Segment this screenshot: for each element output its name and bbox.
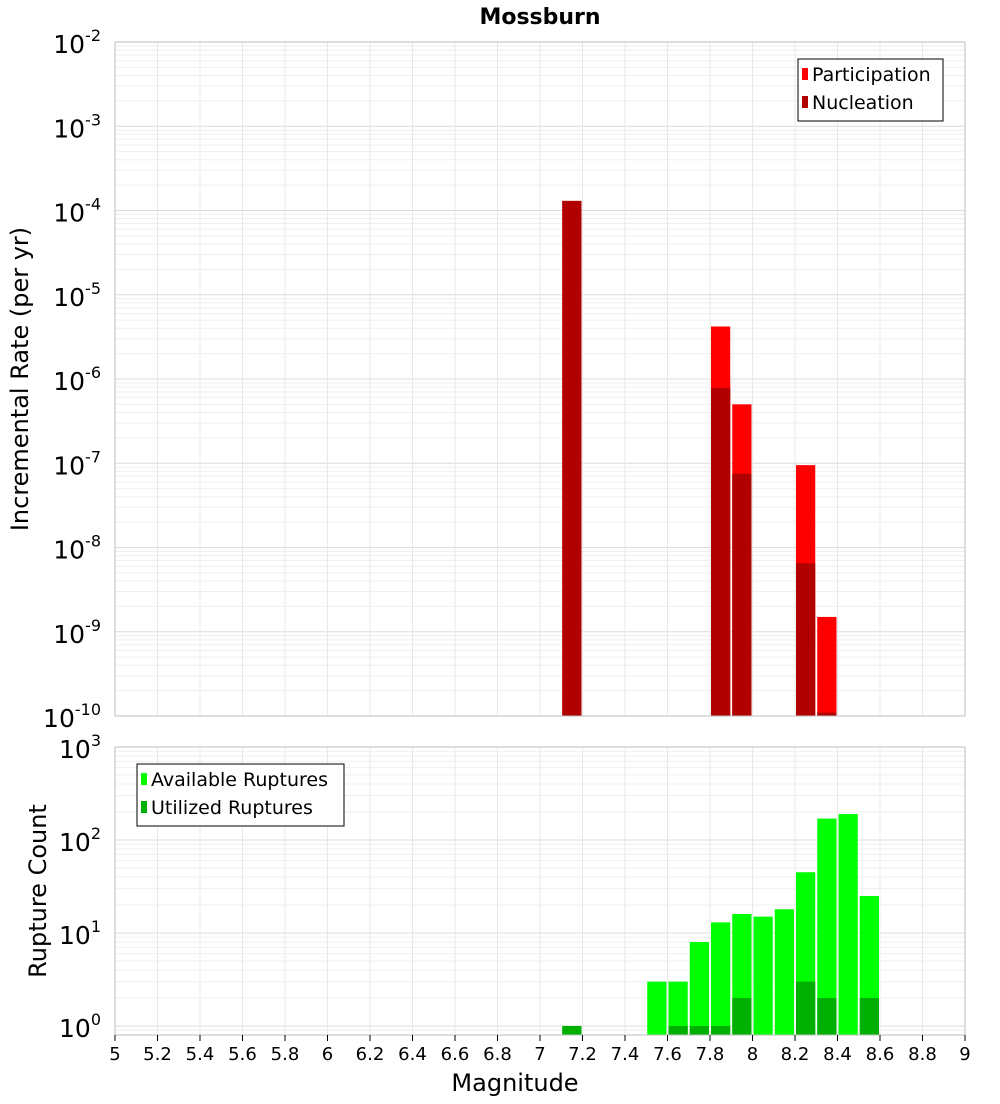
x-tick-label: 9: [959, 1044, 970, 1065]
x-tick-label: 8.8: [908, 1044, 937, 1065]
x-tick-label: 5.2: [143, 1044, 172, 1065]
legend-label: Utilized Ruptures: [151, 797, 313, 819]
chart-title: Mossburn: [479, 5, 600, 30]
x-tick-label: 5.6: [228, 1044, 257, 1065]
bar-utilized-ruptures: [817, 997, 837, 1035]
bar-participation: [817, 616, 837, 716]
bar-available-ruptures: [647, 981, 667, 1035]
bar-nucleation: [817, 712, 837, 716]
x-tick-label: 5: [109, 1044, 120, 1065]
bar-nucleation: [732, 473, 752, 716]
legend-swatch: [141, 801, 147, 813]
x-tick-label: 6.4: [398, 1044, 427, 1065]
x-tick-label: 5.4: [186, 1044, 215, 1065]
y-tick-label: 10-5: [53, 279, 101, 312]
x-tick-label: 8: [747, 1044, 758, 1065]
x-tick-label: 6: [322, 1044, 333, 1065]
y-tick-label: 10-2: [53, 26, 101, 59]
x-tick-label: 8.2: [781, 1044, 810, 1065]
x-tick-label: 7.4: [611, 1044, 640, 1065]
x-tick-label: 7.2: [568, 1044, 597, 1065]
x-tick-label: 7: [534, 1044, 545, 1065]
y-tick-label: 103: [59, 731, 101, 764]
y-tick-label: 10-7: [53, 447, 101, 480]
x-tick-label: 6.6: [441, 1044, 470, 1065]
bar-utilized-ruptures: [668, 1025, 688, 1035]
bar-available-ruptures: [711, 922, 731, 1035]
bar-utilized-ruptures: [859, 997, 879, 1035]
panel-0: 10-10 10-9 10-8 10-7 10-6 10-5 10-4 10-3 10-2 Inc…: [6, 5, 966, 733]
y-tick-label: 10-10: [43, 700, 101, 733]
bar-nucleation: [796, 563, 816, 716]
bar-available-ruptures: [817, 818, 837, 1035]
x-tick-label: 6.2: [356, 1044, 385, 1065]
x-tick-label: 7.8: [696, 1044, 725, 1065]
bar-available-ruptures: [668, 981, 688, 1035]
bar-nucleation: [711, 388, 731, 716]
y-tick-label: 102: [59, 824, 101, 857]
y-tick-label: 10-3: [53, 110, 101, 143]
legend-swatch: [141, 773, 147, 785]
y-tick-label: 10-4: [53, 195, 101, 228]
bar-utilized-ruptures: [562, 1025, 582, 1035]
bar-available-ruptures: [753, 916, 773, 1035]
bar-utilized-ruptures: [796, 981, 816, 1035]
x-axis-label: Magnitude: [451, 1069, 578, 1097]
legend: Participation Nucleation: [797, 58, 944, 122]
y-axis-label: Incremental Rate (per yr): [6, 227, 34, 531]
legend-label: Participation: [812, 64, 931, 86]
bar-available-ruptures: [774, 909, 794, 1035]
legend: Available Ruptures Utilized Ruptures: [136, 763, 345, 827]
legend-box: [797, 58, 944, 122]
y-axis-label: Rupture Count: [24, 804, 52, 978]
x-tick-label: 7.6: [653, 1044, 682, 1065]
plot-frame: [114, 41, 966, 717]
bar-utilized-ruptures: [732, 997, 752, 1035]
panel-1: 100 101 102 103 Rupture Count 5 5.2 5.4 5.6 5.8 6 6…: [24, 731, 971, 1097]
y-tick-label: 100: [59, 1010, 101, 1043]
y-tick-label: 10-6: [53, 363, 101, 396]
legend-label: Nucleation: [812, 92, 914, 114]
y-tick-label: 101: [59, 917, 101, 950]
bar-nucleation: [562, 200, 582, 716]
bar-available-ruptures: [838, 814, 858, 1035]
y-tick-label: 10-9: [53, 616, 101, 649]
legend-swatch: [802, 68, 808, 80]
legend-label: Available Ruptures: [151, 769, 328, 791]
bar-available-ruptures: [689, 942, 709, 1035]
x-tick-label: 8.4: [823, 1044, 852, 1065]
x-tick-label: 8.6: [866, 1044, 895, 1065]
x-tick-label: 6.8: [483, 1044, 512, 1065]
legend-swatch: [802, 96, 808, 108]
legend-box: [136, 763, 345, 827]
bar-utilized-ruptures: [689, 1025, 709, 1035]
x-tick-label: 5.8: [271, 1044, 300, 1065]
bar-utilized-ruptures: [711, 1025, 731, 1035]
y-tick-label: 10-8: [53, 532, 101, 565]
